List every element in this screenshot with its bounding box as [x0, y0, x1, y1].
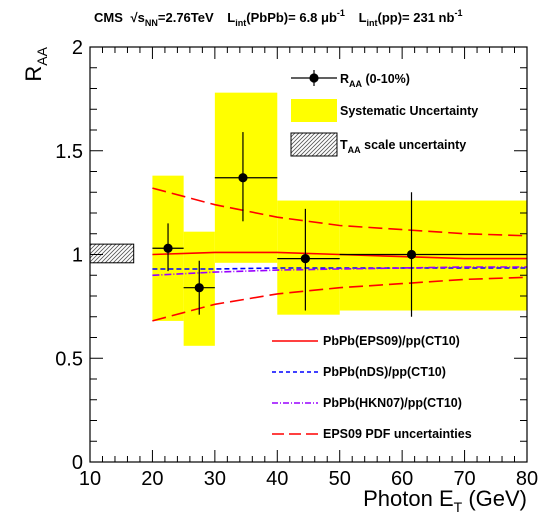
y-tick-label: 0	[72, 452, 83, 474]
axis-ticks: 10 20 30 40 50 60 70 80 0 0.5 1 1.5 2	[55, 37, 538, 490]
data-point-1	[183, 260, 215, 315]
curve-1	[152, 267, 527, 270]
data-point-marker	[194, 283, 204, 293]
x-tick-label: 20	[141, 468, 163, 490]
x-axis-title: Photon ET (GeV)	[363, 486, 527, 515]
x-tick-label: 50	[329, 468, 351, 490]
data-point-2	[214, 132, 278, 222]
svg-text:TAA scale uncertainty: TAA scale uncertainty	[340, 138, 466, 155]
legend-entry-taa: TAA scale uncertainty	[290, 132, 466, 157]
y-axis-title: RAA	[21, 46, 50, 81]
x-tick-label: 60	[391, 468, 413, 490]
header-text: CMS √sNN=2.76TeV Lint(PbPb)= 6.8 μb-1 Li…	[94, 4, 462, 28]
data-points	[152, 132, 527, 317]
svg-text:PbPb(nDS)/pp(CT10): PbPb(nDS)/pp(CT10)	[323, 365, 446, 379]
systematic-uncertainty-boxes	[152, 92, 527, 346]
legend-entry-eps09: PbPb(EPS09)/pp(CT10)	[272, 334, 460, 348]
svg-text:EPS09 PDF uncertainties: EPS09 PDF uncertainties	[323, 427, 472, 441]
y-tick-label: 0.5	[55, 348, 83, 370]
data-point-0	[152, 223, 184, 272]
x-tick-label: 30	[204, 468, 226, 490]
taa-box	[89, 243, 135, 264]
curve-2	[152, 266, 527, 277]
x-tick-label: 70	[453, 468, 475, 490]
legend-entry-hkn07: PbPb(HKN07)/pp(CT10)	[272, 396, 462, 410]
x-tick-label: 40	[266, 468, 288, 490]
data-point-marker	[238, 173, 248, 183]
svg-text:Systematic Uncertainty: Systematic Uncertainty	[340, 104, 478, 118]
curve-0	[152, 251, 527, 260]
data-point-3	[277, 208, 340, 311]
curve-3	[152, 187, 527, 237]
x-tick-label: 80	[516, 468, 538, 490]
svg-text:RAA (0-10%): RAA (0-10%)	[340, 72, 410, 89]
y-tick-label: 2	[72, 37, 83, 59]
legend-top: RAA (0-10%) Systematic Uncertainty TAA s…	[290, 70, 478, 157]
data-point-marker	[406, 249, 417, 260]
legend-entry-data: RAA (0-10%)	[291, 70, 410, 89]
svg-text:PbPb(EPS09)/pp(CT10): PbPb(EPS09)/pp(CT10)	[323, 334, 460, 348]
data-point-marker	[300, 254, 310, 264]
svg-text:PbPb(HKN07)/pp(CT10): PbPb(HKN07)/pp(CT10)	[323, 396, 462, 410]
x-tick-label: 10	[79, 468, 101, 490]
data-point-4	[339, 192, 527, 317]
theory-curves	[152, 187, 527, 322]
data-point-marker	[163, 243, 173, 253]
header-experiment: CMS	[94, 10, 123, 25]
curve-4	[152, 276, 527, 322]
legend-entry-nds: PbPb(nDS)/pp(CT10)	[272, 365, 446, 379]
y-tick-label: 1.5	[55, 141, 83, 163]
legend-entry-systematic: Systematic Uncertainty	[291, 99, 478, 122]
y-tick-label: 1	[72, 245, 83, 267]
legend-bottom: PbPb(EPS09)/pp(CT10) PbPb(nDS)/pp(CT10) …	[272, 334, 472, 441]
legend-entry-pdf-uncertainty: EPS09 PDF uncertainties	[272, 427, 472, 441]
taa-uncertainty-box	[89, 243, 135, 264]
